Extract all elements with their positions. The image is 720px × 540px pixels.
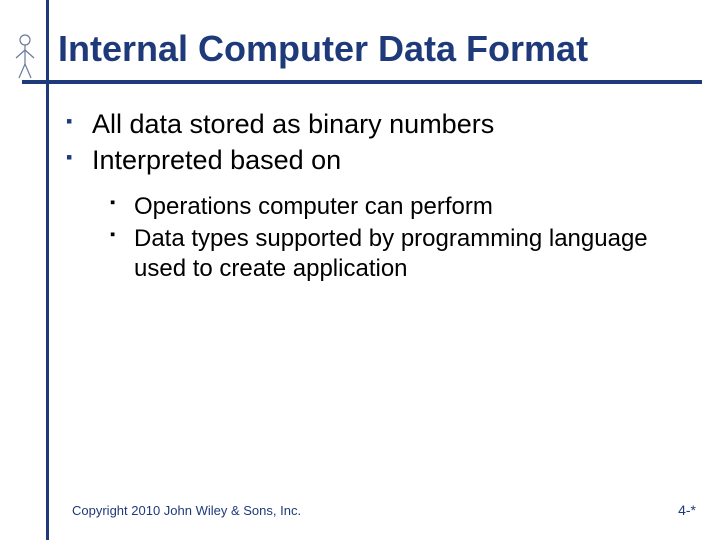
sub-bullet-text: Operations computer can perform	[134, 193, 493, 220]
sub-bullet-list: Operations computer can perform Data typ…	[106, 192, 688, 284]
bullet-text: Interpreted based on	[92, 145, 341, 175]
title-underline	[22, 80, 702, 84]
sub-bullet-item: Operations computer can perform	[106, 192, 688, 222]
slide-title: Internal Computer Data Format	[58, 28, 588, 70]
footer-page-number: 4-*	[678, 502, 696, 518]
footer-copyright: Copyright 2010 John Wiley & Sons, Inc.	[72, 503, 301, 518]
bullet-text: All data stored as binary numbers	[92, 109, 494, 139]
sub-bullet-item: Data types supported by programming lang…	[106, 224, 688, 284]
bullet-item: Interpreted based on	[58, 144, 688, 178]
sub-bullet-text: Data types supported by programming lang…	[134, 225, 648, 282]
bullet-item: All data stored as binary numbers	[58, 108, 688, 142]
decorative-figure-icon	[10, 32, 40, 82]
bullet-list: All data stored as binary numbers Interp…	[58, 108, 688, 178]
slide-content: All data stored as binary numbers Interp…	[58, 108, 688, 286]
